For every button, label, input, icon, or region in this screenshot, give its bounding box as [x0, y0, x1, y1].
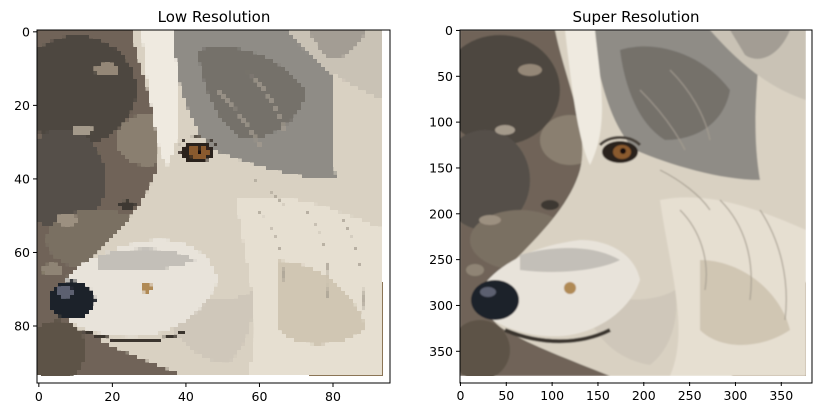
panel-title-low-res: Low Resolution: [158, 8, 271, 26]
panel-low-res: Low Resolution 0 20 40 60 80 0 20 40 60 80: [14, 8, 391, 404]
x-tick-label: 100: [540, 388, 564, 403]
low-res-y-axis: 0 20 40 60 80: [14, 24, 37, 334]
x-tick-label: 40: [178, 389, 194, 404]
x-tick-label: 150: [586, 388, 610, 403]
y-tick-label: 350: [429, 344, 453, 359]
y-tick-label: 250: [429, 252, 453, 267]
super-res-x-axis: 0 50 100 150 200 250 300 350: [456, 382, 793, 403]
super-res-image: [460, 30, 806, 376]
x-tick-label: 0: [35, 389, 43, 404]
y-tick-label: 0: [22, 24, 30, 39]
y-tick-label: 50: [437, 69, 453, 84]
x-tick-label: 20: [104, 389, 120, 404]
x-tick-label: 0: [456, 388, 464, 403]
y-tick-label: 300: [429, 298, 453, 313]
x-tick-label: 250: [678, 388, 702, 403]
x-tick-label: 200: [632, 388, 656, 403]
panel-super-res: Super Resolution 0 50 100 150 200 250 300 350 0…: [429, 8, 813, 403]
y-tick-label: 200: [429, 206, 453, 221]
low-res-x-axis: 0 20 40 60 80: [35, 383, 341, 404]
x-tick-label: 350: [769, 388, 793, 403]
y-tick-label: 20: [14, 98, 30, 113]
x-tick-label: 60: [252, 389, 268, 404]
y-tick-label: 40: [14, 171, 30, 186]
y-tick-label: 150: [429, 160, 453, 175]
low-res-image: [37, 30, 383, 376]
x-tick-label: 50: [498, 388, 514, 403]
x-tick-label: 300: [724, 388, 748, 403]
y-tick-label: 80: [14, 319, 30, 334]
low-res-axes-frame: [36, 29, 391, 384]
panel-title-super-res: Super Resolution: [572, 8, 699, 26]
super-res-axes-frame: [459, 29, 813, 384]
x-tick-label: 80: [325, 389, 341, 404]
y-tick-label: 0: [445, 23, 453, 38]
y-tick-label: 100: [429, 115, 453, 130]
super-res-y-axis: 0 50 100 150 200 250 300 350: [429, 23, 460, 359]
y-tick-label: 60: [14, 245, 30, 260]
